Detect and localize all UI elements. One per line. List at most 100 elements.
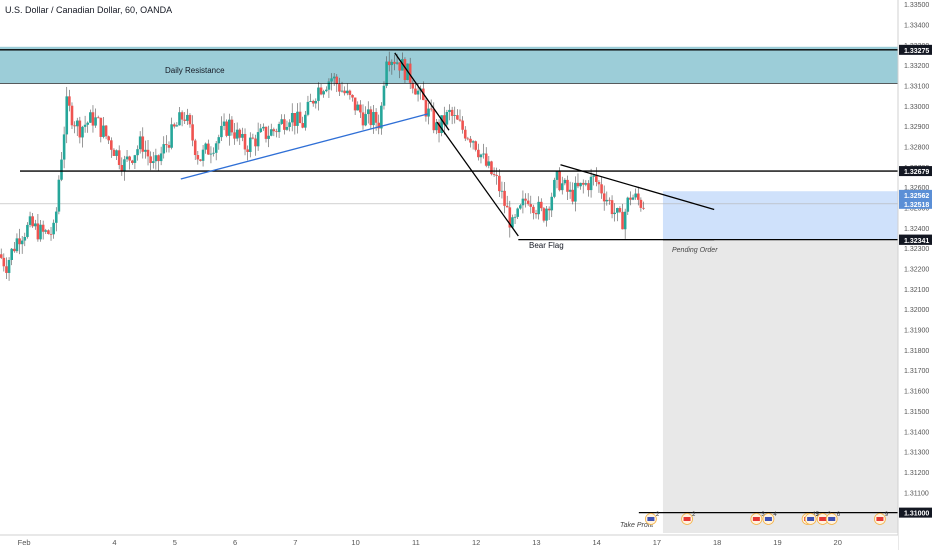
event-count: 9 <box>885 512 889 518</box>
candle-body <box>615 208 619 213</box>
candle-body <box>351 94 354 98</box>
price-tag <box>899 166 932 177</box>
time-tick-label: 4 <box>112 538 116 547</box>
candle-body <box>68 96 71 106</box>
candle-body <box>524 198 527 201</box>
candle-body <box>359 104 362 113</box>
candle-body <box>568 189 572 192</box>
event-marker-canada[interactable]: 3 <box>750 512 766 525</box>
time-axis[interactable]: Feb 4 5 6 7 10 11 12 13 14 17 18 19 20 <box>0 534 898 550</box>
candle-body <box>482 153 485 155</box>
candle-body <box>608 199 611 201</box>
candle-body <box>159 153 163 162</box>
candle-body <box>262 126 265 129</box>
candle-body <box>196 155 200 160</box>
annotation-labels-layer: Daily Resistance Bear Flag Pending Order… <box>165 66 718 529</box>
candle-body <box>387 61 391 66</box>
candle-body <box>91 112 95 126</box>
candle-body <box>602 193 606 202</box>
candle-body <box>395 62 399 64</box>
event-marker-usa[interactable]: 5 <box>804 512 820 525</box>
candle-body <box>437 122 441 134</box>
candle-body <box>283 119 286 130</box>
candle-body <box>141 136 145 152</box>
candle-body <box>448 109 451 112</box>
candle-body <box>595 175 598 183</box>
candle-body <box>120 165 124 172</box>
candle-body <box>474 141 478 150</box>
candle-body <box>212 152 215 154</box>
candle-body <box>309 100 312 102</box>
candle-body <box>450 109 454 116</box>
candle-body <box>138 136 142 150</box>
candle-body <box>532 206 535 214</box>
time-tick-label: 17 <box>653 538 661 547</box>
candle-body <box>172 124 176 127</box>
candle-body <box>610 200 614 215</box>
price-tags-layer: 1.332751.326791.325621.325181.323421.323… <box>899 44 932 518</box>
candle-body <box>545 208 548 221</box>
candle-body <box>479 154 483 158</box>
candle-body <box>581 182 585 185</box>
price-axis[interactable]: 1.335001.334001.333001.332001.331001.330… <box>897 0 932 550</box>
candle-body <box>277 123 281 133</box>
candle-body <box>416 90 420 95</box>
candle-body <box>403 59 407 80</box>
usa-flag-icon <box>764 517 772 521</box>
candle-body <box>60 159 63 180</box>
candle-body <box>186 114 189 121</box>
candle-body <box>222 121 226 126</box>
candle-body <box>26 224 29 237</box>
candle-body <box>453 115 457 116</box>
event-marker-canada[interactable]: 2 <box>681 512 697 525</box>
candle-body <box>44 230 48 232</box>
candle-body <box>398 62 402 71</box>
candle-body <box>408 63 412 83</box>
economic-events-layer[interactable]: 2234115269 <box>644 512 889 525</box>
event-marker-usa[interactable]: 4 <box>762 512 778 525</box>
candle-body <box>322 91 325 95</box>
candle-body <box>70 105 74 126</box>
event-marker-usa[interactable]: 6 <box>825 512 841 525</box>
event-marker-usa[interactable]: 2 <box>644 512 660 525</box>
candle-body <box>275 131 278 133</box>
candle-body <box>537 201 540 215</box>
candle-body <box>361 112 365 126</box>
price-tag-label: 1.32679 <box>904 169 929 176</box>
candle-body <box>631 197 635 200</box>
candle-body <box>553 179 556 197</box>
candle-body <box>241 133 244 138</box>
candle-body <box>498 175 501 192</box>
candle-body <box>563 179 567 184</box>
candle-body <box>529 204 533 207</box>
candle-body <box>107 136 110 141</box>
candle-body <box>75 120 79 127</box>
candle-body <box>188 114 192 125</box>
price-tick-label: 1.31700 <box>904 368 929 375</box>
candle-body <box>432 109 436 131</box>
candle-body <box>117 150 121 166</box>
candle-body <box>332 76 336 79</box>
price-tag-label: 1.32341 <box>904 238 929 245</box>
candle-body <box>301 123 304 128</box>
candle-body <box>133 155 137 163</box>
event-count: 4 <box>773 512 777 518</box>
event-count: 11 <box>813 512 820 518</box>
event-marker-canada[interactable]: 9 <box>874 512 889 525</box>
candle-body <box>306 101 310 115</box>
daily-resistance-label: Daily Resistance <box>165 66 225 75</box>
canada-flag-icon <box>683 517 691 521</box>
event-count: 6 <box>837 512 841 518</box>
candle-body <box>104 125 108 137</box>
symbol-title: U.S. Dollar / Canadian Dollar, 60, OANDA <box>5 5 173 15</box>
event-count: 2 <box>656 512 660 518</box>
candle-body <box>547 208 551 211</box>
time-tick-label: 20 <box>834 538 842 547</box>
candle-body <box>526 200 530 205</box>
candle-body <box>170 124 173 148</box>
candle-body <box>94 117 97 126</box>
candle-body <box>227 119 231 136</box>
price-tick-label: 1.31900 <box>904 328 929 335</box>
candle-body <box>345 90 349 94</box>
